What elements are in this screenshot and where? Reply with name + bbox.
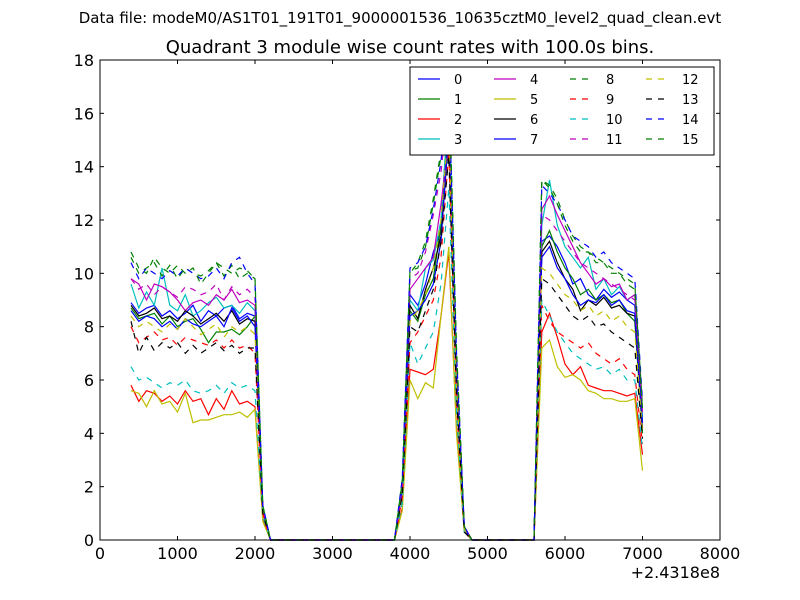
legend-label-10: 10 [606,113,623,128]
x-tick-label: 0 [95,544,105,563]
legend-label-2: 2 [454,113,462,128]
legend-label-0: 0 [454,73,462,88]
legend-label-9: 9 [606,93,614,108]
suptitle: Data file: modeM0/AS1T01_191T01_90000015… [79,9,722,28]
x-tick-label: 8000 [700,544,741,563]
x-offset-text: +2.4318e8 [631,563,720,582]
y-tick-label: 12 [74,211,94,230]
legend-box [409,66,715,156]
x-tick-label: 7000 [622,544,663,563]
y-tick-label: 4 [84,424,94,443]
y-tick-label: 8 [84,318,94,337]
x-tick-label: 2000 [235,544,276,563]
legend-label-12: 12 [682,73,699,88]
y-tick-label: 14 [74,158,94,177]
y-tick-label: 6 [84,371,94,390]
legend-label-6: 6 [530,113,538,128]
y-tick-label: 0 [84,531,94,550]
legend-label-14: 14 [682,113,699,128]
legend-label-7: 7 [530,133,538,148]
legend-label-4: 4 [530,73,538,88]
legend-label-11: 11 [606,133,623,148]
legend-label-1: 1 [454,93,462,108]
legend-label-13: 13 [682,93,699,108]
x-tick-label: 5000 [467,544,508,563]
y-tick-label: 18 [74,51,94,70]
series-line-8 [130,75,644,541]
legend-label-15: 15 [682,133,699,148]
y-tick-label: 16 [74,104,94,123]
chart-title: Quadrant 3 module wise count rates with … [166,37,655,58]
y-tick-label: 10 [74,264,94,283]
legend-label-8: 8 [606,73,614,88]
x-tick-label: 4000 [390,544,431,563]
x-tick-label: 6000 [545,544,586,563]
y-tick-label: 2 [84,478,94,497]
legend-label-5: 5 [530,93,538,108]
legend-label-3: 3 [454,133,462,148]
series-line-10 [130,187,644,541]
x-tick-label: 1000 [157,544,198,563]
x-tick-label: 3000 [312,544,353,563]
tick-layer: 0 1000 2000 3000 4000 5000 6000 7000 80000246810… [74,51,741,563]
